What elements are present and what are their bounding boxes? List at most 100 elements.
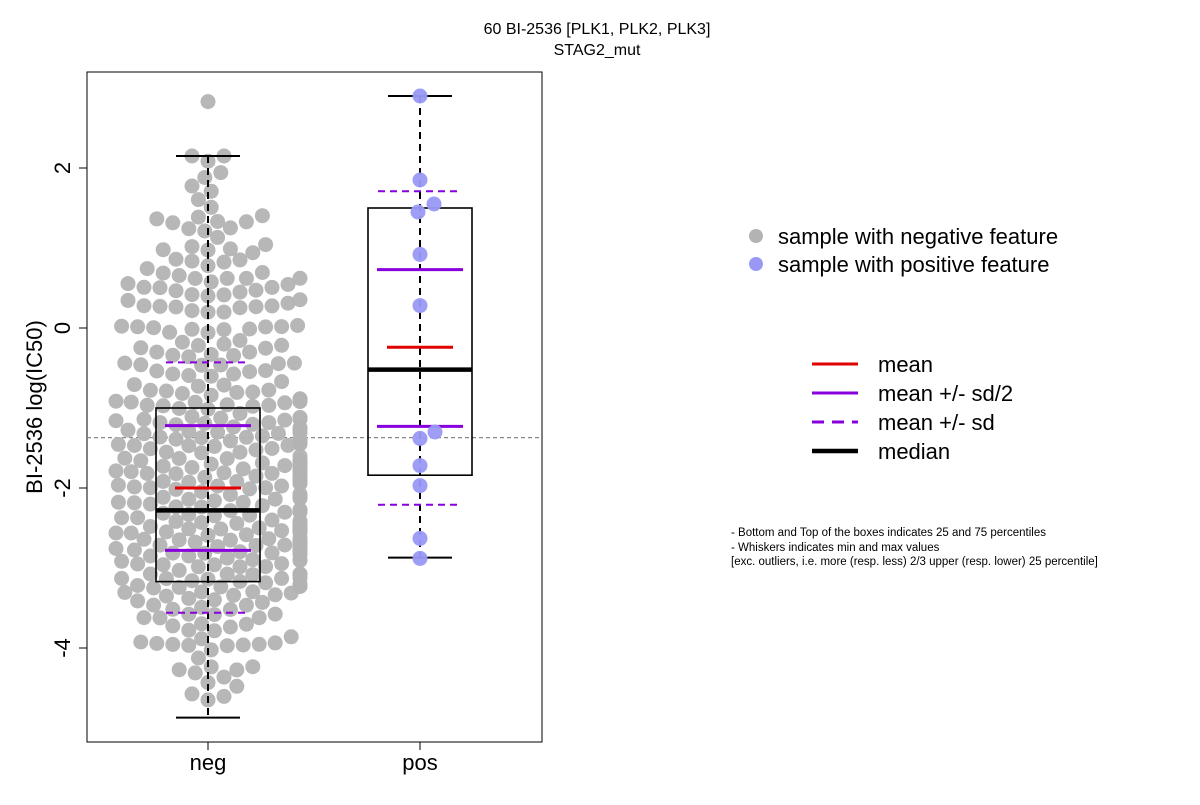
chart-title: 60 BI-2536 [PLK1, PLK2, PLK3] — [484, 21, 711, 38]
negative-point — [174, 386, 190, 401]
negative-point — [146, 320, 162, 336]
negative-point — [292, 391, 308, 407]
negative-point — [165, 545, 181, 561]
negative-point — [264, 298, 280, 314]
negative-point — [190, 378, 206, 394]
positive-point — [412, 246, 428, 262]
negative-point — [152, 298, 168, 314]
legend-positive-label: sample with positive feature — [778, 252, 1049, 277]
positive-point — [412, 458, 428, 474]
negative-point — [174, 334, 190, 350]
negative-point — [277, 458, 293, 474]
negative-point — [245, 659, 261, 675]
negative-point — [117, 584, 133, 600]
negative-point — [264, 465, 280, 481]
negative-point — [149, 635, 165, 651]
negative-point — [245, 416, 261, 432]
negative-point — [235, 494, 251, 510]
negative-point — [142, 382, 158, 398]
negative-point — [203, 183, 219, 199]
negative-point — [194, 445, 210, 461]
negative-point — [254, 455, 270, 471]
y-tick-label: -4 — [50, 638, 75, 658]
negative-point — [197, 415, 213, 431]
legend-median-label: median — [878, 439, 950, 464]
negative-point — [292, 566, 308, 582]
negative-point — [238, 270, 254, 286]
legend-half-sd-label: mean +/- sd/2 — [878, 381, 1013, 406]
negative-point — [229, 474, 245, 490]
negative-point — [133, 634, 149, 650]
negative-point — [206, 592, 222, 608]
negative-point — [158, 524, 174, 540]
negative-point — [184, 686, 200, 702]
negative-point — [142, 480, 158, 496]
negative-point — [123, 464, 139, 480]
negative-point — [232, 284, 248, 300]
negative-point — [114, 318, 130, 334]
negative-point — [232, 252, 248, 268]
negative-point — [238, 214, 254, 230]
positive-point — [427, 424, 443, 440]
negative-point — [267, 587, 283, 603]
negative-point — [142, 519, 158, 534]
negative-point — [184, 409, 200, 425]
negative-point — [222, 433, 238, 449]
legend-negative-marker — [749, 229, 763, 243]
negative-point — [238, 597, 254, 613]
negative-point — [274, 374, 290, 390]
negative-point — [283, 629, 299, 645]
negative-point — [197, 170, 213, 185]
y-tick-label: 2 — [50, 162, 75, 174]
negative-point — [181, 548, 197, 564]
negative-point — [219, 451, 235, 467]
negative-point — [229, 384, 245, 400]
negative-point — [210, 229, 226, 245]
negative-point — [232, 444, 248, 460]
negative-point — [245, 567, 261, 583]
negative-point — [123, 394, 139, 410]
negative-point — [200, 675, 216, 691]
note-line-3: [exc. outliers, i.e. more (resp. less) 2… — [731, 556, 1098, 568]
negative-point — [194, 616, 210, 632]
negative-point — [184, 460, 200, 475]
negative-point — [213, 165, 229, 181]
negative-point — [152, 610, 168, 626]
negative-point — [200, 288, 216, 304]
negative-point — [108, 463, 124, 479]
negative-point — [136, 531, 152, 547]
negative-point — [190, 338, 206, 353]
negative-point — [181, 521, 197, 537]
positive-point — [412, 430, 428, 446]
negative-point — [117, 450, 133, 466]
negative-point — [274, 319, 290, 335]
negative-point — [190, 192, 206, 208]
positive-point — [412, 478, 428, 494]
negative-point — [168, 251, 184, 267]
negative-point — [248, 282, 264, 298]
negative-point — [108, 541, 124, 556]
x-tick-label: neg — [190, 750, 227, 775]
negative-point — [292, 270, 308, 286]
y-axis-label: BI-2536 log(IC50) — [22, 320, 47, 494]
negative-point — [155, 458, 171, 474]
positive-points — [410, 88, 443, 566]
negative-point — [254, 208, 270, 224]
negative-point — [229, 662, 245, 678]
negative-point — [168, 299, 184, 315]
negative-point — [184, 321, 200, 337]
negative-point — [245, 245, 261, 261]
negative-point — [238, 527, 254, 543]
negative-point — [181, 438, 197, 454]
negative-point — [219, 566, 235, 582]
negative-point — [206, 438, 222, 454]
negative-point — [155, 242, 171, 258]
negative-point — [267, 635, 283, 651]
negative-point — [245, 384, 261, 400]
negative-point — [251, 610, 267, 626]
legend-positive-marker — [749, 257, 763, 271]
negative-point — [216, 688, 232, 704]
negative-point — [213, 410, 229, 426]
negative-point — [184, 287, 200, 303]
negative-point — [216, 304, 232, 320]
